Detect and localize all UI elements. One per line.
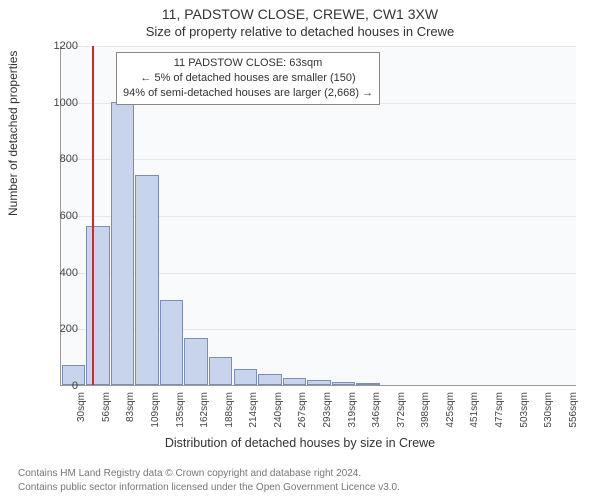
chart-title-sub: Size of property relative to detached ho… — [0, 22, 600, 43]
footer-attribution: Contains HM Land Registry data © Crown c… — [18, 467, 400, 494]
histogram-bar — [86, 226, 109, 385]
gridline — [61, 159, 576, 160]
y-tick-label: 0 — [38, 380, 78, 392]
x-tick-label: 503sqm — [519, 392, 530, 428]
chart-title-main: 11, PADSTOW CLOSE, CREWE, CW1 3XW — [0, 0, 600, 22]
reference-marker-line — [92, 46, 94, 385]
x-tick-label: 30sqm — [76, 392, 87, 422]
annotation-line: ← 5% of detached houses are smaller (150… — [123, 71, 373, 86]
x-tick-label: 319sqm — [347, 392, 358, 428]
histogram-bar — [307, 380, 330, 385]
histogram-bar — [135, 175, 158, 385]
histogram-bar — [258, 374, 281, 385]
x-tick-label: 346sqm — [371, 392, 382, 428]
x-tick-label: 372sqm — [396, 392, 407, 428]
x-tick-label: 425sqm — [445, 392, 456, 428]
x-tick-label: 293sqm — [322, 392, 333, 428]
y-tick-label: 800 — [38, 153, 78, 165]
x-tick-label: 398sqm — [420, 392, 431, 428]
footer-line-2: Contains public sector information licen… — [18, 481, 400, 495]
y-tick-label: 600 — [38, 210, 78, 222]
y-tick-label: 1000 — [38, 97, 78, 109]
y-tick-label: 400 — [38, 267, 78, 279]
x-tick-label: 451sqm — [469, 392, 480, 428]
x-axis-label: Distribution of detached houses by size … — [0, 436, 600, 450]
y-tick-label: 200 — [38, 323, 78, 335]
x-tick-label: 56sqm — [101, 392, 112, 422]
gridline — [61, 46, 576, 47]
histogram-bar — [209, 357, 232, 385]
annotation-line: 11 PADSTOW CLOSE: 63sqm — [123, 56, 373, 71]
x-tick-label: 530sqm — [543, 392, 554, 428]
y-tick-label: 1200 — [38, 40, 78, 52]
x-tick-label: 477sqm — [494, 392, 505, 428]
x-tick-label: 240sqm — [273, 392, 284, 428]
x-tick-label: 135sqm — [175, 392, 186, 428]
x-tick-label: 556sqm — [568, 392, 579, 428]
y-axis-label: Number of detached properties — [6, 51, 20, 216]
x-tick-label: 109sqm — [150, 392, 161, 428]
histogram-bar — [234, 369, 257, 385]
x-tick-label: 188sqm — [224, 392, 235, 428]
annotation-box: 11 PADSTOW CLOSE: 63sqm← 5% of detached … — [116, 52, 380, 105]
histogram-bar — [356, 383, 379, 385]
x-tick-label: 162sqm — [199, 392, 210, 428]
annotation-line: 94% of semi-detached houses are larger (… — [123, 86, 373, 101]
x-tick-label: 267sqm — [297, 392, 308, 428]
footer-line-1: Contains HM Land Registry data © Crown c… — [18, 467, 400, 481]
histogram-bar — [184, 338, 207, 385]
histogram-bar — [332, 382, 355, 385]
x-tick-label: 83sqm — [125, 392, 136, 422]
histogram-bar — [283, 378, 306, 385]
plot-background: 11 PADSTOW CLOSE: 63sqm← 5% of detached … — [60, 46, 576, 386]
chart-area: 11 PADSTOW CLOSE: 63sqm← 5% of detached … — [60, 46, 576, 386]
histogram-bar — [111, 102, 134, 385]
x-tick-label: 214sqm — [248, 392, 259, 428]
histogram-bar — [160, 300, 183, 385]
